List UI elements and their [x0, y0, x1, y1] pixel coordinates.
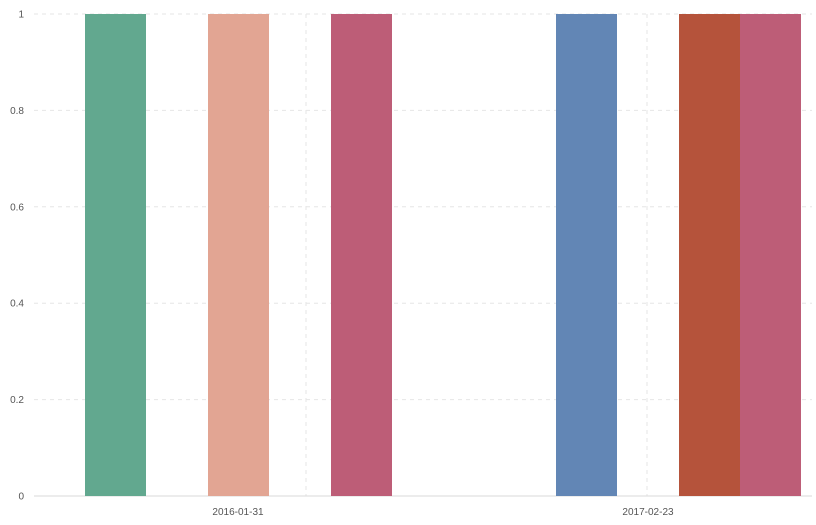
- bar-2016-01-31-1: [85, 14, 146, 496]
- y-tick-label: 0: [18, 492, 24, 503]
- bar-2017-02-23-5: [679, 14, 740, 496]
- y-tick-label: 1: [18, 10, 24, 21]
- y-tick-label: 0.4: [10, 299, 24, 310]
- y-tick-label: 0.8: [10, 106, 24, 117]
- x-axis: 2016-01-31 2017-02-23: [212, 507, 674, 518]
- x-tick-label: 2017-02-23: [622, 507, 674, 518]
- bar-2016-01-31-3: [331, 14, 392, 496]
- bars: [85, 14, 801, 496]
- bar-2017-02-23-4: [556, 14, 617, 496]
- y-tick-label: 0.6: [10, 202, 24, 213]
- bar-2017-02-23-6: [740, 14, 801, 496]
- y-axis: 0 0.2 0.4 0.6 0.8 1: [10, 10, 24, 503]
- bar-2016-01-31-2: [208, 14, 269, 496]
- x-tick-label: 2016-01-31: [212, 507, 264, 518]
- y-tick-label: 0.2: [10, 395, 24, 406]
